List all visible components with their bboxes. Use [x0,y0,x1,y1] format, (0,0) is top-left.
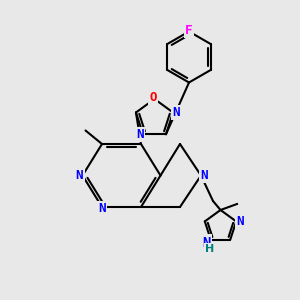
Text: N: N [76,169,83,182]
Text: H: H [205,244,214,254]
Text: N: N [200,169,208,182]
Text: N: N [202,236,211,250]
Text: N: N [236,215,244,228]
Text: N: N [98,202,106,215]
Text: N: N [172,106,180,119]
Text: N: N [136,128,144,141]
Text: O: O [149,91,157,104]
Text: F: F [185,23,193,37]
